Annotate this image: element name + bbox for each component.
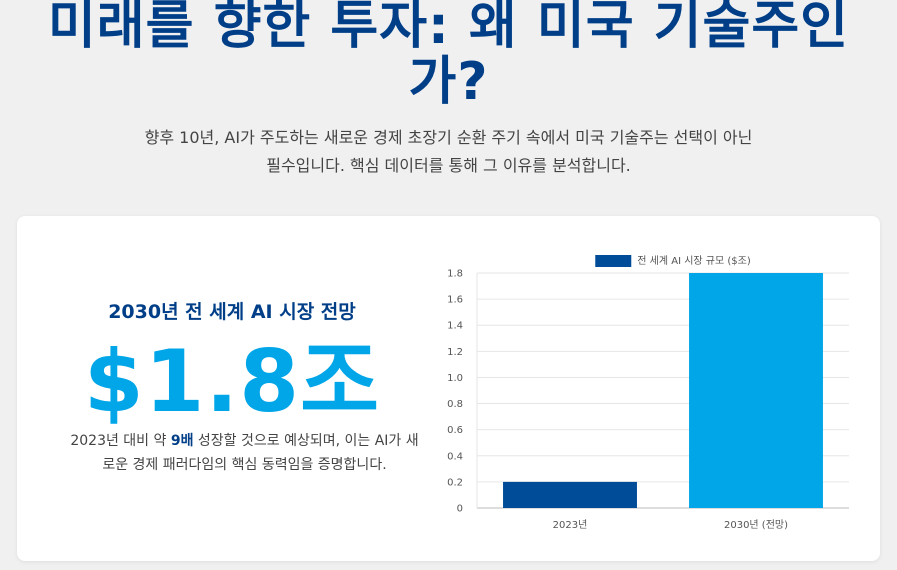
chart-legend: 전 세계 AI 시장 규모 ($조) xyxy=(595,255,751,267)
chart-bars xyxy=(503,273,823,508)
ai-market-card: 2030년 전 세계 AI 시장 전망 $1.8조 2023년 대비 약 9배 … xyxy=(17,216,880,561)
page-title-line2: 가? xyxy=(408,52,489,112)
y-tick-label: 1.2 xyxy=(447,347,463,358)
y-tick-label: 0.4 xyxy=(447,451,463,462)
y-tick-label: 1.6 xyxy=(447,295,463,306)
stat-description: 2023년 대비 약 9배 성장할 것으로 예상되며, 이는 AI가 새 로운 … xyxy=(47,429,442,477)
x-tick-label: 2023년 xyxy=(553,519,588,531)
page-subtitle: 향후 10년, AI가 주도하는 새로운 경제 초장기 순환 주기 속에서 미국… xyxy=(80,124,817,180)
stat-value: $1.8조 xyxy=(83,332,381,432)
stat-desc-after: 성장할 것으로 예상되며, 이는 AI가 새 xyxy=(193,433,419,449)
x-tick-label: 2030년 (전망) xyxy=(724,519,788,531)
bar-0 xyxy=(503,481,637,508)
page-title-line1: 미래를 향한 투자: 왜 미국 기술주인 xyxy=(47,0,850,56)
stat-desc-line2: 로운 경제 패러다임의 핵심 동력임을 증명합니다. xyxy=(102,457,387,473)
market-size-chart: 0 0.2 0.4 0.6 0.8 1.0 1.2 1.4 1.6 1.8 2023년 2030년 … xyxy=(437,242,877,542)
x-axis-ticks: 2023년 2030년 (전망) xyxy=(553,519,788,531)
stat-desc-before: 2023년 대비 약 xyxy=(70,433,171,449)
y-tick-label: 0.8 xyxy=(447,399,463,410)
y-axis-ticks: 0 0.2 0.4 0.6 0.8 1.0 1.2 1.4 1.6 1.8 xyxy=(447,269,463,515)
stat-heading: 2030년 전 세계 AI 시장 전망 xyxy=(108,301,356,323)
chart-svg: 0 0.2 0.4 0.6 0.8 1.0 1.2 1.4 1.6 1.8 2023년 2030년 … xyxy=(447,255,849,531)
y-tick-label: 0.2 xyxy=(447,477,463,488)
y-tick-label: 1.8 xyxy=(447,269,463,280)
page-subtitle-line1: 향후 10년, AI가 주도하는 새로운 경제 초장기 순환 주기 속에서 미국… xyxy=(144,128,753,147)
legend-swatch xyxy=(595,255,632,267)
legend-label: 전 세계 AI 시장 규모 ($조) xyxy=(637,255,751,267)
y-tick-label: 0.6 xyxy=(447,425,463,436)
y-tick-label: 1.0 xyxy=(447,373,463,384)
y-tick-label: 1.4 xyxy=(447,321,463,332)
bar-1 xyxy=(689,273,823,508)
stat-panel: 2030년 전 세계 AI 시장 전망 $1.8조 2023년 대비 약 9배 … xyxy=(17,216,447,561)
page-title: 미래를 향한 투자: 왜 미국 기술주인 가? xyxy=(0,0,897,110)
page-subtitle-line2: 필수입니다. 핵심 데이터를 통해 그 이유를 분석합니다. xyxy=(266,156,631,175)
stat-desc-highlight: 9배 xyxy=(170,433,194,449)
y-tick-label: 0 xyxy=(457,504,463,515)
